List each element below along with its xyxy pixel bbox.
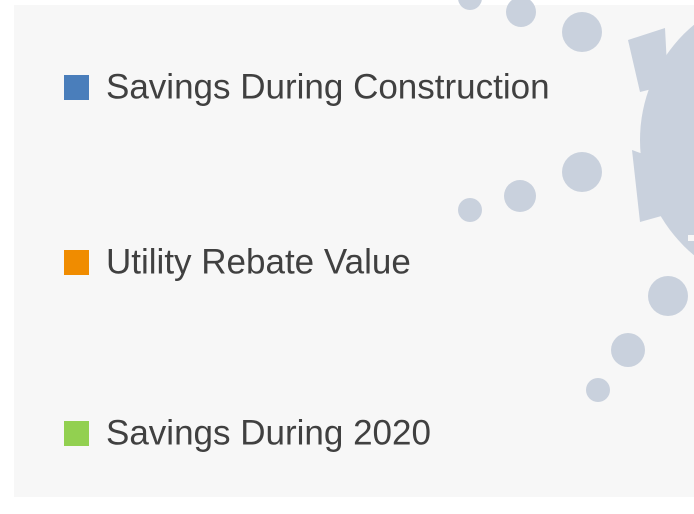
legend-swatch [64, 75, 89, 100]
legend-label: Utility Rebate Value [106, 242, 411, 281]
legend-swatch [64, 421, 89, 446]
legend-label: Savings During Construction [106, 67, 550, 106]
legend-swatch [64, 250, 89, 275]
panel-background [14, 5, 694, 497]
decoration [458, 0, 694, 402]
legend-label: Savings During 2020 [106, 413, 431, 452]
